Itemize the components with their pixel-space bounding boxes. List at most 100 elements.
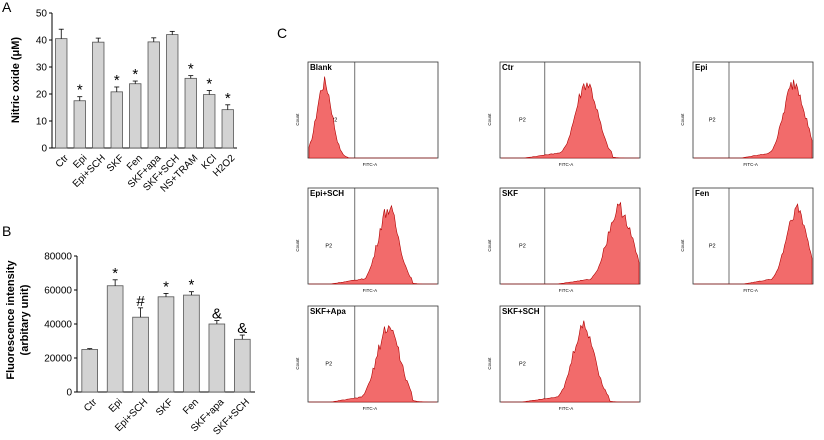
flow-x-axis-label: FITC-A: [363, 288, 378, 293]
flow-panel-skf: SKF P2 FITC-A Count: [487, 187, 641, 293]
flow-panel-blank: Blank P2 FITC-A Count: [295, 61, 439, 167]
flow-histogram: [501, 201, 640, 285]
y-tick-label: 0: [66, 388, 72, 399]
flow-gate-label: P2: [331, 118, 338, 124]
flow-x-axis-label: FITC-A: [363, 162, 378, 167]
y-tick-label: 80000: [44, 252, 72, 263]
flow-histogram: [501, 82, 639, 159]
flow-histogram: [308, 76, 437, 159]
chart-b-fluorescence: Fluorescence intensity (arbitary unit) 0…: [5, 252, 255, 437]
flow-x-axis-label: FITC-A: [559, 406, 574, 411]
chart-b-y-axis-label-unit: (arbitary unit): [19, 284, 31, 355]
flow-y-axis-label: Count: [487, 357, 492, 370]
significance-marker: *: [225, 90, 231, 107]
flow-y-axis-label: Count: [487, 239, 492, 252]
flow-panel-title: Ctr: [502, 63, 514, 72]
significance-marker: *: [132, 66, 138, 83]
flow-panel-title: SKF+Apa: [310, 307, 346, 316]
bar-epi-sch: [92, 41, 105, 149]
x-tick-label: SKF: [154, 397, 176, 419]
flow-x-axis-label: FITC-A: [363, 406, 378, 411]
bar-ctr: [81, 349, 98, 393]
flow-y-axis-label: Count: [295, 357, 300, 370]
y-tick-label: 0: [41, 144, 47, 155]
y-tick-label: 10: [36, 117, 48, 128]
y-tick-label: 60000: [44, 286, 72, 297]
flow-x-axis-label: FITC-A: [743, 288, 758, 293]
x-tick-label: Epi: [107, 397, 125, 415]
flow-x-axis-label: FITC-A: [743, 162, 758, 167]
significance-marker: &: [237, 320, 247, 337]
bar-fen: [129, 83, 142, 149]
significance-marker: *: [189, 277, 195, 294]
flow-gate-label: P2: [519, 362, 526, 368]
flow-panel-fen: Fen P2 FITC-A Count: [680, 187, 814, 293]
bar-epi: [73, 100, 86, 149]
significance-marker: &: [212, 306, 222, 323]
chart-a-y-axis-label: Nitric oxide (μM): [10, 37, 22, 124]
flow-x-axis-label: FITC-A: [559, 288, 574, 293]
x-tick-label: Ctr: [82, 396, 100, 414]
x-tick-label: SKF: [105, 153, 127, 175]
flow-panel-ctr: Ctr P2 FITC-A Count: [487, 61, 641, 167]
significance-marker: *: [112, 265, 118, 282]
bar-h2o2: [221, 109, 234, 149]
bar-epi-sch: [132, 316, 149, 393]
bar-ns-tram: [184, 77, 197, 149]
significance-marker: *: [114, 72, 120, 89]
flow-x-axis-label: FITC-A: [559, 162, 574, 167]
x-tick-label: Fen: [181, 397, 201, 417]
flow-histogram: [501, 320, 639, 403]
flow-gate-label: P2: [709, 244, 716, 250]
flow-panel-skf-sch: SKF+SCH P2 FITC-A Count: [487, 305, 641, 411]
flow-panel-epi-sch: Epi+SCH P2 FITC-A Count: [295, 187, 439, 293]
flow-gate-label: P2: [709, 118, 716, 124]
y-tick-label: 40000: [44, 320, 72, 331]
flow-panel-title: Epi+SCH: [310, 189, 344, 198]
flow-histogram: [309, 325, 437, 403]
significance-marker: *: [206, 75, 212, 92]
significance-marker: #: [136, 293, 145, 310]
flow-y-axis-label: Count: [295, 239, 300, 252]
bar-skf: [110, 91, 123, 149]
flow-panel-title: Epi: [695, 63, 707, 72]
bar-fen: [183, 294, 200, 393]
flow-gate-label: P2: [519, 118, 526, 124]
y-tick-label: 20: [36, 90, 48, 101]
flow-y-axis-label: Count: [487, 113, 492, 126]
y-tick-label: 30: [36, 63, 48, 74]
flow-panel-title: Fen: [695, 189, 709, 198]
significance-marker: *: [188, 61, 194, 78]
bar-skf-apa: [147, 41, 160, 149]
flow-gate-label: P2: [325, 244, 332, 250]
flow-panel-title: Blank: [310, 63, 332, 72]
flow-gate-label: P2: [325, 362, 332, 368]
chart-b-y-axis-label: Fluorescence intensity: [5, 260, 17, 380]
bar-skf: [157, 296, 175, 393]
flow-panel-title: SKF: [502, 189, 518, 198]
flow-panel-skf-apa: SKF+Apa P2 FITC-A Count: [295, 305, 439, 411]
panel-letter-b: B: [2, 223, 11, 239]
bar-skf-sch: [234, 338, 251, 393]
panel-letter-c: C: [277, 25, 287, 41]
significance-marker: *: [163, 278, 169, 295]
flow-histogram: [694, 203, 813, 285]
flow-y-axis-label: Count: [680, 113, 685, 126]
bar-skf-apa: [208, 323, 226, 393]
flow-panel-title: SKF+SCH: [502, 307, 540, 316]
bar-kcl: [203, 94, 216, 149]
y-tick-label: 40: [36, 36, 48, 47]
significance-marker: *: [77, 82, 83, 99]
flow-panel-epi: Epi P2 FITC-A Count: [680, 61, 814, 167]
bar-skf-sch: [166, 34, 179, 149]
y-tick-label: 50: [36, 9, 48, 20]
bar-ctr: [55, 38, 68, 149]
flow-histogram: [309, 204, 437, 285]
flow-histogram: [694, 79, 813, 159]
y-tick-label: 20000: [44, 354, 72, 365]
x-tick-label: H2O2: [211, 153, 238, 180]
bar-epi: [106, 285, 124, 393]
flow-cytometry-panels: Blank P2 FITC-A Count Ctr P2 FITC-A Count Epi P2 F…: [295, 61, 814, 411]
chart-a-nitric-oxide: Nitric oxide (μM) 01020304050Ctr*EpiEpi+…: [10, 9, 238, 195]
